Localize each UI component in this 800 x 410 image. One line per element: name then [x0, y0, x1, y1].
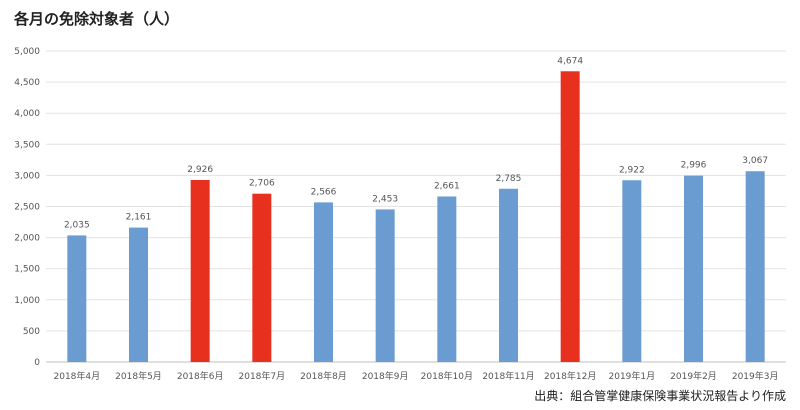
data-label: 2,661 [434, 181, 460, 191]
bar [314, 202, 333, 362]
y-tick-label: 4,500 [14, 78, 40, 88]
bar [67, 235, 87, 362]
data-label: 3,067 [742, 156, 768, 166]
x-tick-label: 2018年7月 [239, 370, 286, 382]
y-tick-label: 1,000 [14, 296, 40, 306]
x-tick-label: 2018年5月 [115, 370, 162, 382]
data-label: 2,996 [681, 161, 707, 171]
data-label: 2,922 [619, 165, 645, 175]
source-note: 出典：組合管掌健康保険事業状況報告より作成 [534, 389, 786, 403]
bar [560, 71, 580, 363]
bar [499, 188, 518, 362]
x-tick-label: 2019年1月 [609, 370, 656, 382]
y-tick-label: 3,000 [14, 171, 40, 181]
bar [684, 175, 703, 362]
y-tick-label: 2,000 [14, 234, 40, 244]
bar [129, 227, 148, 362]
x-tick-label: 2018年4月 [54, 370, 101, 382]
data-label: 2,035 [64, 220, 90, 230]
y-tick-label: 0 [34, 358, 40, 368]
y-tick-label: 500 [23, 327, 40, 337]
bar [622, 180, 642, 362]
x-tick-label: 2018年10月 [421, 370, 473, 382]
data-label: 2,926 [187, 165, 213, 175]
bar [437, 196, 457, 362]
x-tick-label: 2019年2月 [670, 370, 717, 382]
data-label: 2,161 [126, 213, 152, 223]
data-label: 2,785 [496, 174, 522, 184]
y-tick-label: 2,500 [14, 203, 40, 213]
data-label: 2,566 [311, 187, 337, 197]
y-tick-label: 1,500 [14, 265, 40, 275]
x-tick-label: 2018年9月 [362, 370, 409, 382]
x-tick-label: 2018年8月 [300, 370, 347, 382]
y-tick-label: 3,500 [14, 140, 40, 150]
y-tick-label: 4,000 [14, 109, 40, 119]
bar [375, 209, 395, 362]
bar [745, 171, 765, 362]
data-label: 2,453 [372, 194, 398, 204]
y-tick-label: 5,000 [14, 47, 40, 57]
bar [190, 180, 210, 362]
x-tick-label: 2018年11月 [482, 370, 534, 382]
bar [252, 193, 272, 362]
data-label: 2,706 [249, 179, 275, 189]
x-tick-label: 2019年3月 [732, 370, 779, 382]
chart-title: 各月の免除対象者（人） [14, 10, 180, 28]
x-tick-label: 2018年6月 [177, 370, 224, 382]
x-tick-label: 2018年12月 [544, 370, 596, 382]
data-label: 4,674 [557, 56, 583, 66]
